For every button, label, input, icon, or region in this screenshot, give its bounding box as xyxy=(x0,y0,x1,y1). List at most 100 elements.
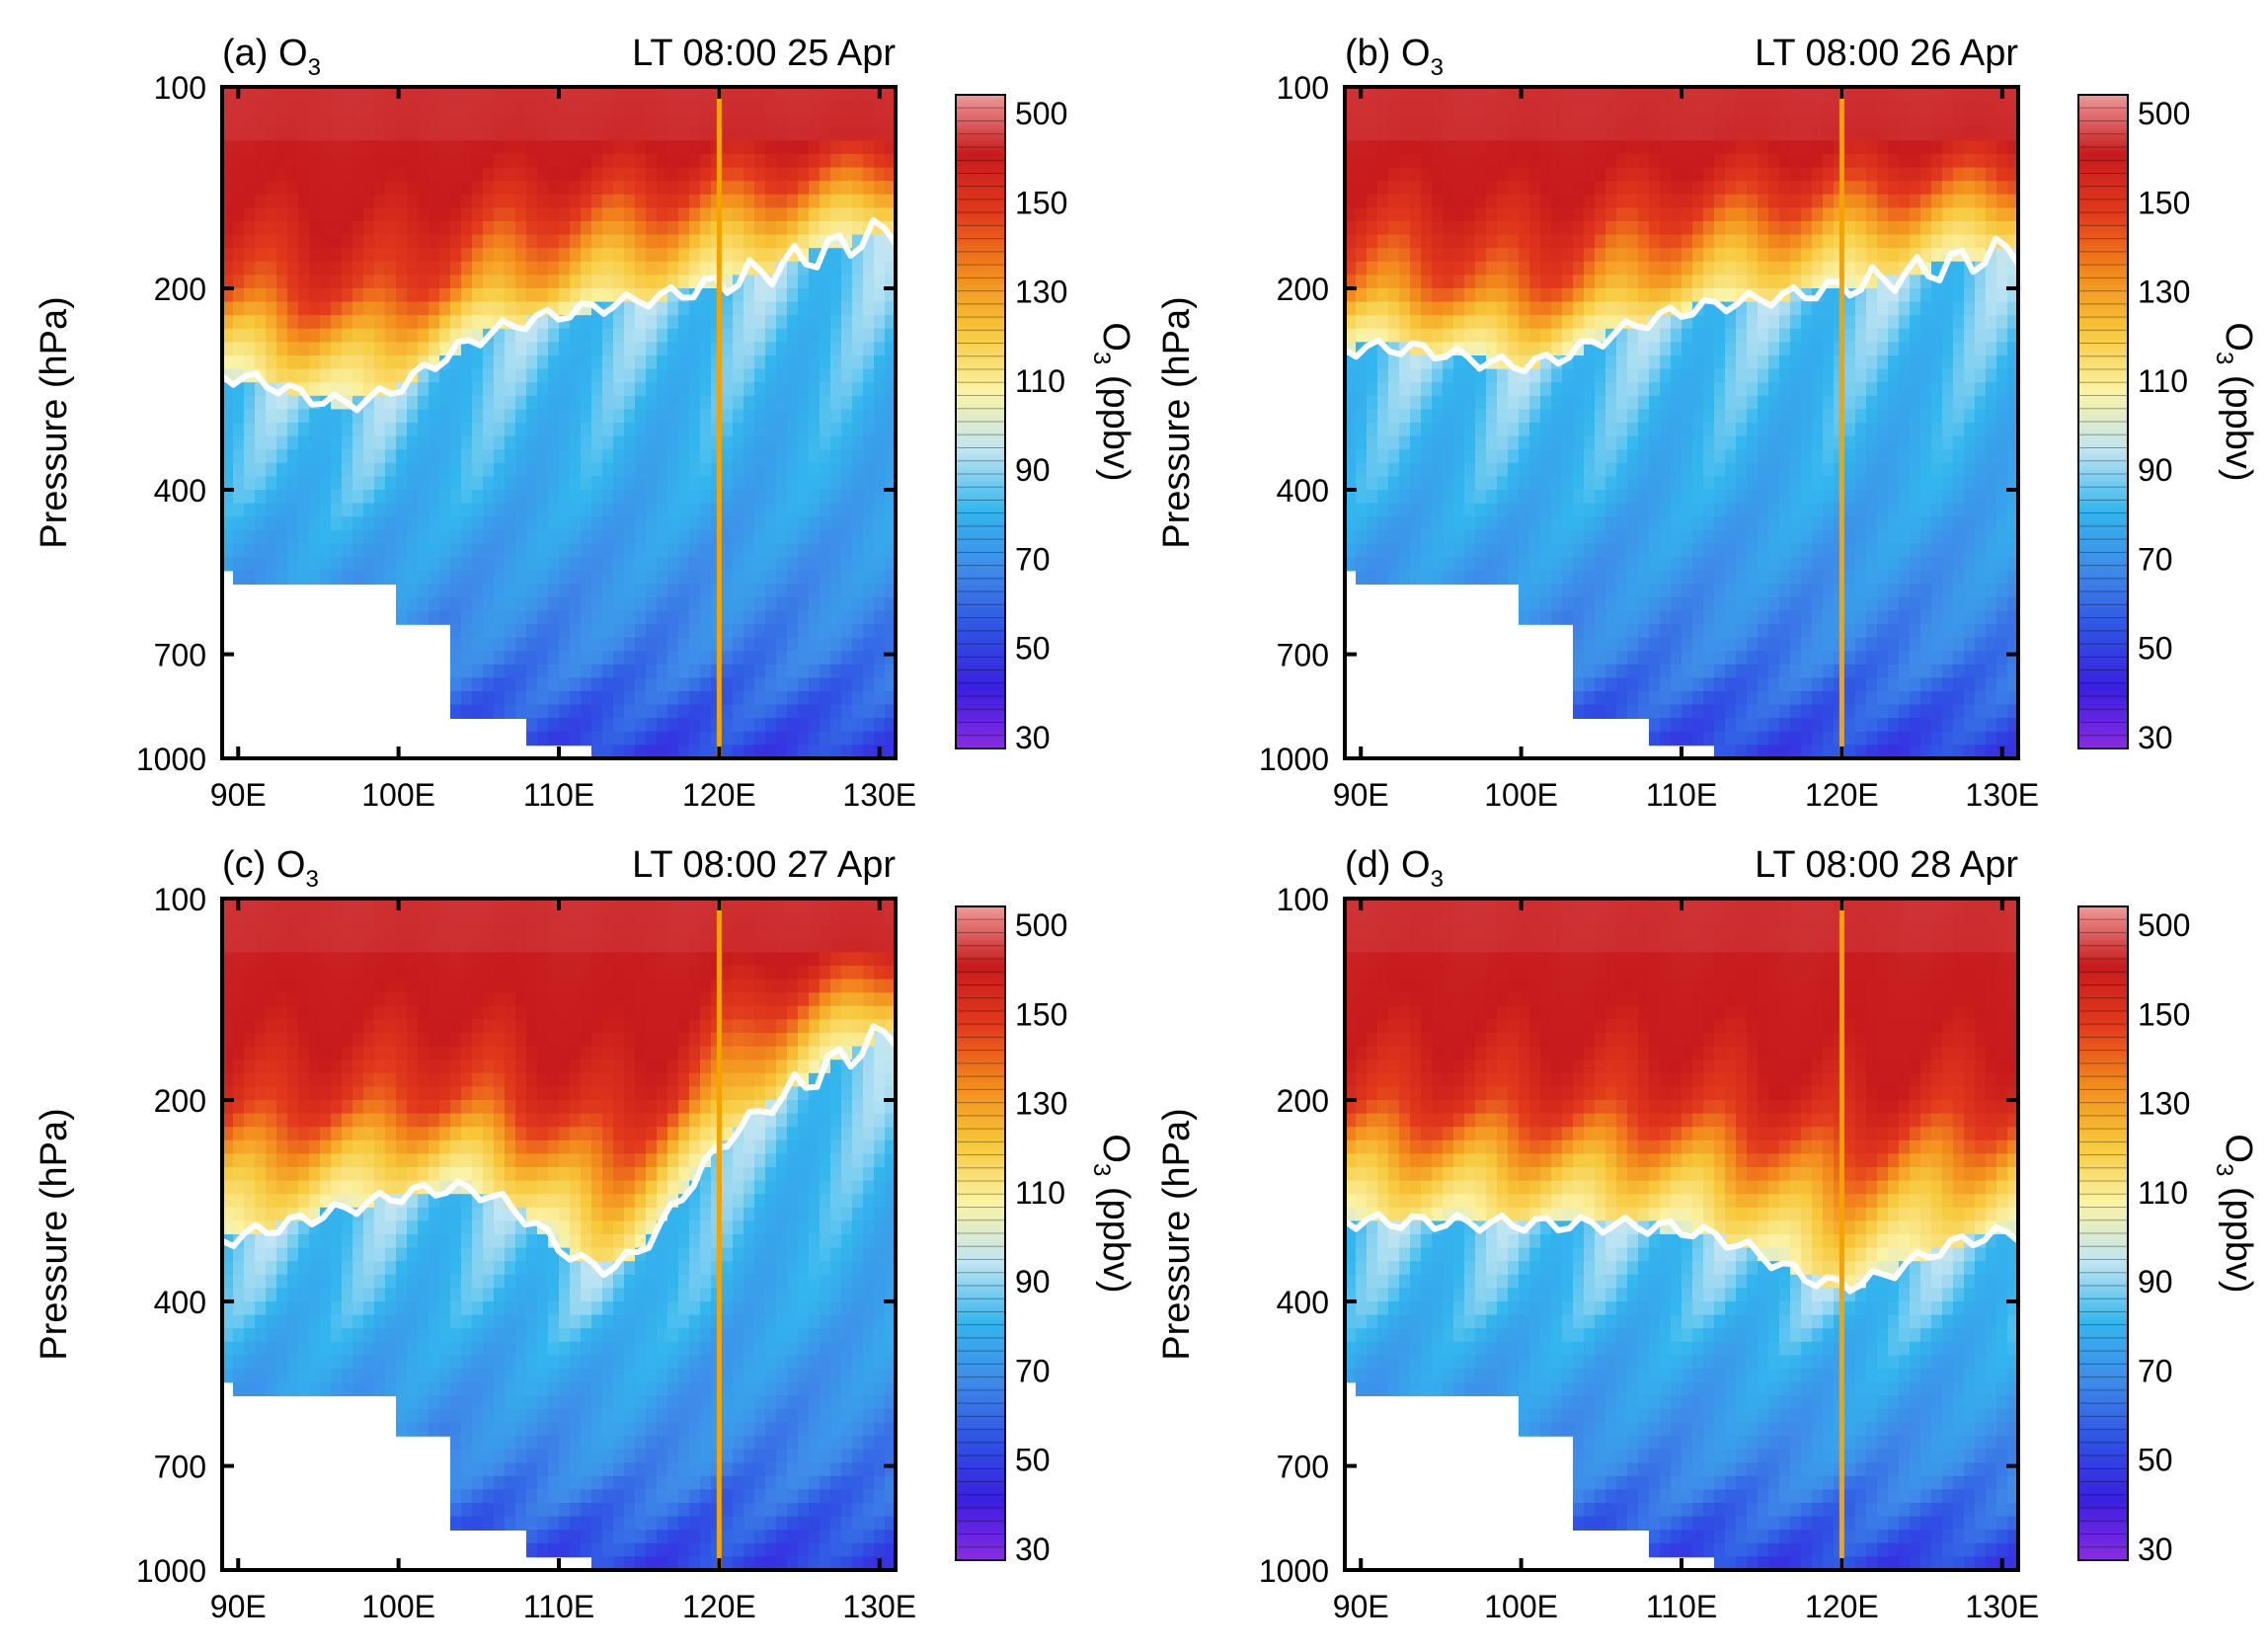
heatmap-cell xyxy=(733,516,744,531)
heatmap-cell xyxy=(798,181,810,196)
heatmap-cell xyxy=(689,221,701,236)
heatmap-cell xyxy=(1464,275,1476,289)
heatmap-cell xyxy=(418,543,430,558)
heatmap-cell xyxy=(287,449,299,464)
heatmap-cell xyxy=(1573,409,1585,424)
heatmap-cell xyxy=(602,704,614,719)
heatmap-cell xyxy=(494,275,506,289)
heatmap-cell xyxy=(374,275,386,289)
heatmap-cell xyxy=(1768,154,1780,169)
heatmap-cell xyxy=(1855,275,1867,289)
heatmap-cell xyxy=(809,718,821,733)
heatmap-cell xyxy=(765,529,777,545)
heatmap-cell xyxy=(885,342,897,356)
heatmap-cell xyxy=(1356,140,1368,155)
heatmap-cell xyxy=(1779,476,1791,491)
heatmap-cell xyxy=(342,181,353,196)
heatmap-cell xyxy=(1681,704,1693,719)
heatmap-cell xyxy=(1823,557,1835,572)
heatmap-cell xyxy=(678,543,690,558)
heatmap-cell xyxy=(515,395,527,411)
heatmap-cell xyxy=(646,624,658,639)
heatmap-cell xyxy=(657,610,668,625)
heatmap-cell xyxy=(1475,516,1487,531)
heatmap-cell xyxy=(678,126,690,142)
heatmap-cell xyxy=(1595,570,1606,585)
heatmap-cell xyxy=(1410,234,1422,249)
heatmap-cell xyxy=(570,275,582,289)
heatmap-cell xyxy=(1779,745,1791,759)
heatmap-cell xyxy=(1844,342,1856,356)
heatmap-cell xyxy=(233,221,245,236)
heatmap-cell xyxy=(1529,503,1541,517)
heatmap-cell xyxy=(1595,181,1606,196)
heatmap-cell xyxy=(1584,275,1596,289)
heatmap-cell xyxy=(559,423,571,437)
heatmap-cell xyxy=(1486,395,1498,411)
heatmap-cell xyxy=(754,100,766,115)
heatmap-cell xyxy=(1681,731,1693,747)
heatmap-cell xyxy=(1573,368,1585,383)
heatmap-cell xyxy=(689,234,701,249)
heatmap-cell xyxy=(1584,570,1596,585)
heatmap-cell xyxy=(255,395,267,411)
heatmap-cell xyxy=(1410,140,1422,155)
heatmap-cell xyxy=(331,368,343,383)
heatmap-cell xyxy=(439,221,451,236)
heatmap-cell xyxy=(776,435,788,450)
heatmap-cell xyxy=(1616,651,1628,666)
heatmap-cell xyxy=(342,261,353,276)
heatmap-cell xyxy=(396,503,408,517)
heatmap-cell xyxy=(874,194,886,209)
heatmap-cell xyxy=(1736,328,1748,344)
heatmap-cell xyxy=(1377,476,1389,491)
heatmap-cell xyxy=(624,342,636,356)
heatmap-cell xyxy=(733,637,744,652)
heatmap-cell xyxy=(646,100,658,115)
heatmap-cell xyxy=(515,382,527,397)
heatmap-cell xyxy=(472,570,484,585)
heatmap-cell xyxy=(1562,570,1574,585)
heatmap-cell xyxy=(461,154,473,169)
heatmap-cell xyxy=(1464,382,1476,397)
heatmap-cell xyxy=(548,194,560,209)
heatmap-cell xyxy=(1475,140,1487,155)
heatmap-cell xyxy=(418,395,430,411)
heatmap-cell xyxy=(1714,126,1726,142)
heatmap-cell xyxy=(309,490,321,505)
heatmap-cell xyxy=(1844,275,1856,289)
heatmap-cell xyxy=(352,435,364,450)
heatmap-cell xyxy=(483,221,495,236)
heatmap-cell xyxy=(1464,328,1476,344)
heatmap-cell xyxy=(1660,557,1672,572)
heatmap-cell xyxy=(222,328,234,344)
heatmap-cell xyxy=(1801,395,1813,411)
heatmap-cell xyxy=(863,194,875,209)
heatmap-cell xyxy=(591,731,603,747)
heatmap-cell xyxy=(1790,261,1802,276)
heatmap-cell xyxy=(1399,409,1411,424)
heatmap-cell xyxy=(1367,476,1378,491)
heatmap-cell xyxy=(244,301,256,316)
heatmap-cell xyxy=(450,596,462,612)
heatmap-cell xyxy=(1519,100,1530,115)
heatmap-cell xyxy=(1519,462,1530,478)
heatmap-cell xyxy=(581,462,592,478)
heatmap-cell xyxy=(1768,704,1780,719)
heatmap-cell xyxy=(515,677,527,692)
heatmap-cell xyxy=(678,87,690,102)
heatmap-cell xyxy=(1551,610,1563,625)
heatmap-cell xyxy=(1595,596,1606,612)
heatmap-cell xyxy=(363,342,375,356)
heatmap-cell xyxy=(841,516,853,531)
heatmap-cell xyxy=(276,462,288,478)
heatmap-cell xyxy=(1681,409,1693,424)
heatmap-cell xyxy=(1421,221,1433,236)
heatmap-cell xyxy=(1443,301,1454,316)
heatmap-cell xyxy=(613,677,625,692)
heatmap-cell xyxy=(722,529,734,545)
heatmap-cell xyxy=(1758,261,1769,276)
heatmap-cell xyxy=(874,423,886,437)
heatmap-cell xyxy=(841,126,853,142)
heatmap-cell xyxy=(1779,691,1791,706)
